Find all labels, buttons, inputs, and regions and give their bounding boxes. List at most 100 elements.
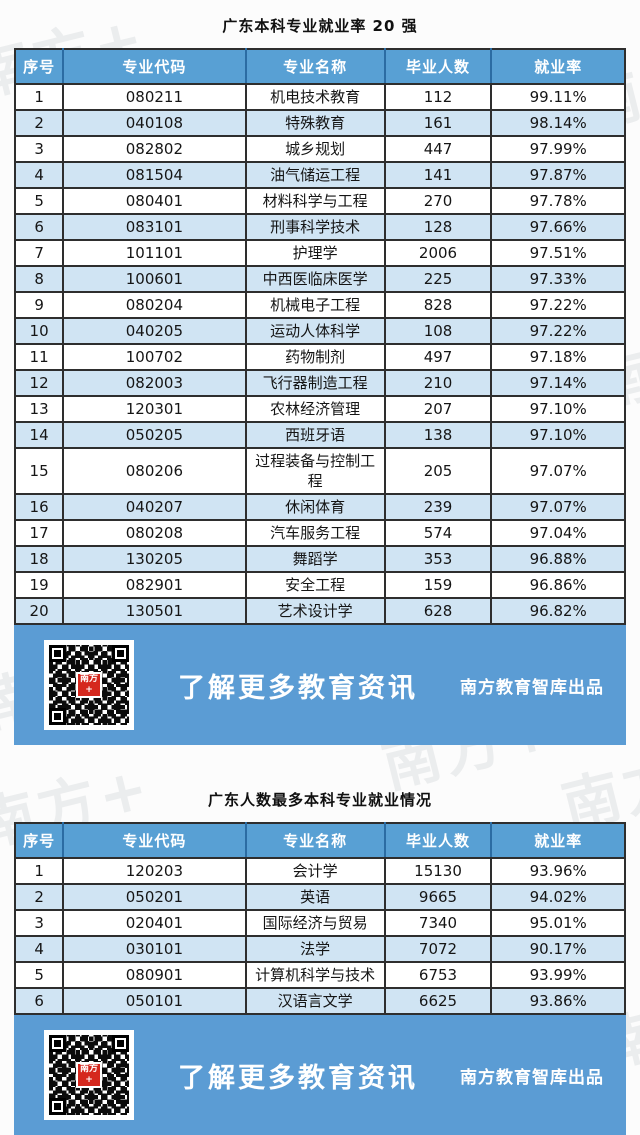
- column-header: 毕业人数: [384, 49, 493, 85]
- table-cell: 225: [383, 265, 493, 293]
- table-cell: 081504: [62, 161, 247, 189]
- table-cell: 18: [13, 545, 65, 573]
- table-row: 6 083101 刑事科学技术 128 97.66%: [13, 213, 626, 241]
- table-cell: 汽车服务工程: [244, 519, 386, 547]
- table-cell: 082003: [62, 369, 247, 397]
- table-cell: 13: [13, 395, 65, 423]
- table-cell: 080204: [62, 291, 247, 319]
- table-cell: 8: [13, 265, 65, 293]
- table-row: 13 120301 农林经济管理 207 97.10%: [13, 395, 626, 423]
- table-cell: 128: [383, 213, 493, 241]
- table-row: 12 082003 飞行器制造工程 210 97.14%: [13, 369, 626, 397]
- table-cell: 040108: [62, 109, 247, 137]
- column-header: 序号: [15, 823, 65, 859]
- footer-credit-text: 南方教育智库出品: [460, 1067, 604, 1088]
- table-cell: 353: [383, 545, 493, 573]
- table-cell: 100601: [62, 265, 247, 293]
- table-cell: 828: [383, 291, 493, 319]
- table-cell: 574: [383, 519, 493, 547]
- table-cell: 药物制剂: [244, 343, 386, 371]
- table-row: 5 080901 计算机科学与技术 6753 93.99%: [13, 961, 626, 989]
- table-cell: 1: [13, 857, 65, 885]
- table-cell: 会计学: [244, 857, 386, 885]
- table-cell: 210: [383, 369, 493, 397]
- table-cell: 国际经济与贸易: [244, 909, 386, 937]
- table-cell: 14: [13, 421, 65, 449]
- table-row: 11 100702 药物制剂 497 97.18%: [13, 343, 626, 371]
- table-cell: 97.51%: [490, 239, 626, 267]
- table-cell: 4: [13, 935, 65, 963]
- table-cell: 特殊教育: [244, 109, 386, 137]
- table-cell: 159: [383, 571, 493, 599]
- table-cell: 9665: [383, 883, 493, 911]
- table-cell: 270: [383, 187, 493, 215]
- table-cell: 15130: [383, 857, 493, 885]
- table-title-largest-majors: 广东人数最多本科专业就业情况: [207, 791, 432, 809]
- column-header: 毕业人数: [384, 823, 493, 859]
- table-cell: 95.01%: [490, 909, 626, 937]
- table-cell: 020401: [62, 909, 247, 937]
- table-cell: 机械电子工程: [244, 291, 386, 319]
- qr-finder-icon: [112, 1035, 129, 1052]
- column-header: 专业名称: [245, 823, 386, 859]
- table-cell: 207: [383, 395, 493, 423]
- table-cell: 6753: [383, 961, 493, 989]
- table-cell: 2006: [383, 239, 493, 267]
- table-cell: 刑事科学技术: [244, 213, 386, 241]
- table-cell: 112: [383, 83, 493, 111]
- table-row: 18 130205 舞蹈学 353 96.88%: [13, 545, 626, 573]
- table-cell: 97.78%: [490, 187, 626, 215]
- table-cell: 082901: [62, 571, 247, 599]
- table-cell: 050101: [62, 987, 247, 1015]
- table-cell: 油气储运工程: [244, 161, 386, 189]
- column-header: 就业率: [491, 49, 626, 85]
- table-row: 16 040207 休闲体育 239 97.07%: [13, 493, 626, 521]
- table-cell: 080401: [62, 187, 247, 215]
- table-row: 19 082901 安全工程 159 96.86%: [13, 571, 626, 599]
- table-row: 6 050101 汉语言文学 6625 93.86%: [13, 987, 626, 1015]
- table-row: 3 082802 城乡规划 447 97.99%: [13, 135, 626, 163]
- table-row: 14 050205 西班牙语 138 97.10%: [13, 421, 626, 449]
- table-row: 15 080206 过程装备与控制工程 205 97.07%: [13, 447, 626, 495]
- table-cell: 2: [13, 883, 65, 911]
- table-cell: 628: [383, 597, 493, 625]
- qr-finder-icon: [49, 1035, 66, 1052]
- table-cell: 材料科学与工程: [244, 187, 386, 215]
- employment-rate-top20-table: 序号 专业代码 专业名称 毕业人数 就业率 1 080211 机电技术教育 112 99.11% 2…: [13, 48, 626, 625]
- header-row: 序号 专业代码 专业名称 毕业人数 就业率: [15, 49, 626, 85]
- footer-cta-text: 了解更多教育资讯: [178, 672, 418, 704]
- table-cell: 6625: [383, 987, 493, 1015]
- table-cell: 93.86%: [490, 987, 626, 1015]
- table-cell: 4: [13, 161, 65, 189]
- column-header: 专业代码: [63, 49, 247, 85]
- table-cell: 082802: [62, 135, 247, 163]
- table-row: 2 050201 英语 9665 94.02%: [13, 883, 626, 911]
- table-cell: 西班牙语: [244, 421, 386, 449]
- table-cell: 97.99%: [490, 135, 626, 163]
- table-cell: 101101: [62, 239, 247, 267]
- table-cell: 计算机科学与技术: [244, 961, 386, 989]
- largest-majors-employment-table: 序号 专业代码 专业名称 毕业人数 就业率 1 120203 会计学 15130 93.96% 2 0…: [13, 822, 626, 1015]
- table-cell: 080211: [62, 83, 247, 111]
- table-row: 1 080211 机电技术教育 112 99.11%: [13, 83, 626, 111]
- table-cell: 3: [13, 135, 65, 163]
- table-cell: 96.82%: [490, 597, 626, 625]
- table-cell: 97.66%: [490, 213, 626, 241]
- table-cell: 161: [383, 109, 493, 137]
- table-row: 4 030101 法学 7072 90.17%: [13, 935, 626, 963]
- table-cell: 141: [383, 161, 493, 189]
- table-row: 9 080204 机械电子工程 828 97.22%: [13, 291, 626, 319]
- table-cell: 97.10%: [490, 395, 626, 423]
- table-cell: 93.96%: [490, 857, 626, 885]
- qr-finder-icon: [49, 645, 66, 662]
- table-cell: 080208: [62, 519, 247, 547]
- table-cell: 90.17%: [490, 935, 626, 963]
- table-cell: 050205: [62, 421, 247, 449]
- table-row: 2 040108 特殊教育 161 98.14%: [13, 109, 626, 137]
- table-cell: 15: [13, 447, 65, 495]
- table-cell: 120301: [62, 395, 247, 423]
- table-cell: 6: [13, 213, 65, 241]
- table-cell: 安全工程: [244, 571, 386, 599]
- table-row: 17 080208 汽车服务工程 574 97.04%: [13, 519, 626, 547]
